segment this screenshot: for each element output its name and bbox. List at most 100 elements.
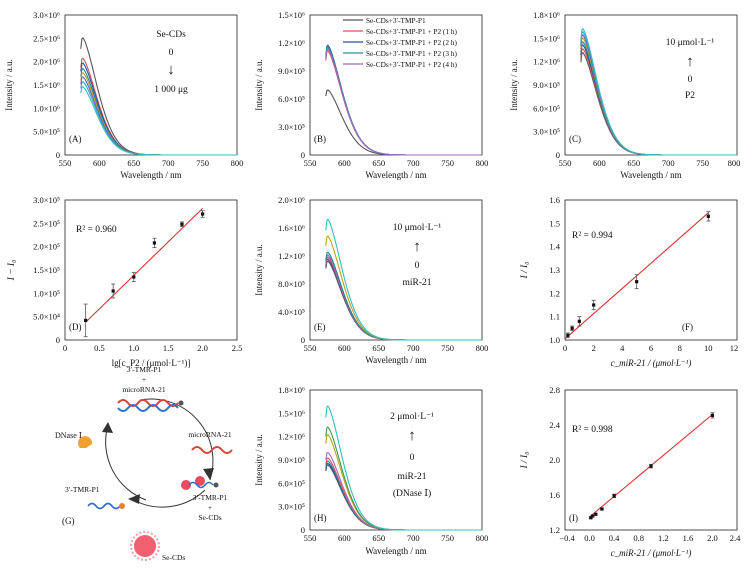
data-point: [591, 514, 595, 518]
panel-f-y-tick: 1.6: [549, 195, 560, 205]
panel-d-letter: (D): [69, 322, 82, 332]
panel-f-x-label: c_miR-21 / (μmol·L⁻¹): [611, 358, 692, 368]
spectrum-line-7: [325, 218, 482, 341]
panel-h-annotation-min: 0: [410, 453, 415, 463]
panel-i-y-tick: 1.6: [549, 490, 560, 500]
panel-a-annotation-title: Se-CDs: [156, 30, 186, 40]
panel-h-y-tick: 6.0×10⁵: [278, 478, 305, 488]
probe-strand-right: [188, 481, 214, 489]
panel-f-y-tick: 1.3: [549, 265, 560, 275]
scheme-probe-left: 3′-TMR-P1: [65, 485, 100, 494]
spectrum-line-7: [580, 30, 737, 156]
panel-i-x-ticks: −0.4 0.0 0.4 0.8 1.2 1.6 2.0 2.4: [559, 533, 741, 543]
panel-h-x-tick: 700: [407, 533, 420, 543]
panel-a-y-tick: 2.5×10⁶: [33, 33, 60, 43]
panel-a-down-arrow-icon: ↓: [167, 62, 175, 78]
cycle-arc-right: [139, 398, 214, 481]
spectrum-line-2: [325, 258, 482, 341]
panel-b-x-tick: 800: [476, 158, 489, 168]
panel-a-y-tick: 2.0×10⁶: [33, 57, 60, 67]
panel-c-y-tick: 3.0×10⁵: [533, 127, 560, 137]
fluorophore-dot-right: [213, 482, 219, 488]
panel-d-x-tick: 0: [63, 343, 67, 353]
panel-a-y-tick: 1.0×10⁶: [33, 103, 60, 113]
se-cd-dot: [195, 476, 205, 486]
panel-i-frame: [564, 389, 738, 531]
panel-a-x-tick: 700: [162, 158, 175, 168]
panel-a-plot-area: [80, 37, 237, 156]
panel-b-x-ticks: 550 600 650 700 750 800: [304, 158, 489, 168]
spectrum-line-3: [325, 256, 482, 341]
panel-i-x-tick: 0.4: [609, 533, 620, 543]
panel-b: 0 3.0×10⁵ 6.0×10⁵ 9.0×10⁵ 1.2×10⁶ 1.5×10…: [254, 10, 488, 180]
panel-h-y-ticks: 0 3.0×10⁵ 6.0×10⁵ 9.0×10⁵ 1.2×10⁶ 1.5×10…: [278, 385, 305, 535]
se-cds-particle-halo-icon: [130, 531, 160, 561]
panel-a-letter: (A): [69, 134, 82, 144]
panel-h-x-tick: 550: [304, 533, 317, 543]
panel-a-y-label: Intensity / a.u.: [4, 59, 14, 111]
panel-e-y-tick: 0: [301, 335, 305, 345]
data-point: [84, 318, 88, 322]
panel-a-y-tick: 1.5×10⁶: [33, 80, 60, 90]
data-point: [577, 319, 581, 323]
spectrum-line-2: [580, 48, 737, 156]
panel-c-x-tick: 550: [559, 158, 572, 168]
panel-i-x-tick: 2.4: [730, 533, 741, 543]
panel-c-y-label: Intensity / a.u.: [509, 59, 519, 111]
panel-b-x-tick: 700: [407, 158, 420, 168]
panel-h-annotation-name: miR-21: [397, 472, 426, 482]
panel-b-y-tick: 0: [301, 150, 305, 160]
panel-b-y-tick: 1.2×10⁶: [278, 38, 305, 48]
panel-a-y-ticks: 0 5.0×10⁵ 1.0×10⁶ 1.5×10⁶ 2.0×10⁶ 2.5×10…: [33, 10, 60, 160]
legend-label: Se-CDs+3′-TMP-P1: [366, 16, 426, 25]
scheme-probe-top: 3′-TMR-P1: [127, 365, 162, 374]
data-point: [152, 241, 157, 245]
panel-i-x-tick: −0.4: [559, 533, 575, 543]
data-point: [706, 214, 710, 218]
panel-e-x-label: Wavelength / nm: [365, 355, 426, 365]
panel-c-x-ticks: 550 600 650 700 750 800: [559, 158, 741, 168]
panel-e-x-tick: 550: [304, 343, 317, 353]
panel-b-legend: Se-CDs+3′-TMP-P1 Se-CDs+3′-TMP-P1 + P2 (…: [343, 16, 457, 69]
panel-a-x-ticks: 550 600 650 700 750 800: [59, 158, 244, 168]
panel-f: 1.0 1.1 1.2 1.3 1.4 1.5 1.6 0 2 4 6 8 10…: [520, 195, 738, 368]
panel-a-x-tick: 800: [231, 158, 244, 168]
legend-label: Se-CDs+3′-TMP-P1 + P2 (2 h): [366, 38, 457, 47]
panel-c-annotation-name: P2: [685, 91, 695, 101]
panel-i-plot-area: [588, 412, 715, 520]
panel-d-x-label: lg[c_P2 / (μmol·L⁻¹)]: [112, 358, 191, 368]
panel-d-y-tick: 3.0×10⁵: [33, 195, 60, 205]
panel-d-x-tick: 2.0: [197, 343, 208, 353]
panel-c-y-tick: 0: [556, 150, 560, 160]
panel-d-y-tick: 2.5×10⁵: [33, 218, 60, 228]
panel-i-r-squared: R² = 0.998: [572, 425, 613, 435]
spectrum-line-1: [325, 89, 482, 156]
panel-f-letter: (F): [682, 322, 693, 332]
data-point: [132, 275, 136, 279]
panel-g: 3′-TMR-P1 + microRNA-21 microRNA-21 DNas…: [55, 365, 233, 562]
panel-a-annotation-start: 0: [169, 48, 174, 58]
panel-e-plot-area: [325, 218, 482, 341]
panel-h-y-tick: 1.2×10⁶: [278, 432, 305, 442]
panel-i-x-tick: 1.6: [683, 533, 694, 543]
panel-a-x-tick: 650: [127, 158, 140, 168]
panel-a-x-tick: 750: [196, 158, 209, 168]
panel-h-x-tick: 650: [372, 533, 385, 543]
data-point: [635, 280, 639, 284]
data-point: [111, 289, 115, 293]
panel-e-x-tick: 750: [441, 343, 454, 353]
spectrum-line-1: [580, 51, 737, 156]
panel-f-x-tick: 0: [563, 343, 567, 353]
panel-e-y-ticks: 0 4.0×10⁵ 8.0×10⁵ 1.2×10⁶ 1.6×10⁶ 2.0×10…: [278, 195, 305, 345]
panel-d-x-tick: 0.5: [94, 343, 105, 353]
data-point: [592, 303, 596, 307]
panel-i-x-tick: 1.2: [658, 533, 669, 543]
panel-i-y-tick: 2.8: [549, 385, 560, 395]
panel-e: 0 4.0×10⁵ 8.0×10⁵ 1.2×10⁶ 1.6×10⁶ 2.0×10…: [254, 195, 488, 365]
panel-e-x-tick: 600: [338, 343, 351, 353]
panel-e-x-ticks: 550 600 650 700 750 800: [304, 343, 489, 353]
panel-i-y-tick: 2.4: [549, 420, 560, 430]
fluorophore-dot-left: [119, 503, 125, 509]
panel-e-up-arrow-icon: ↑: [413, 239, 421, 255]
